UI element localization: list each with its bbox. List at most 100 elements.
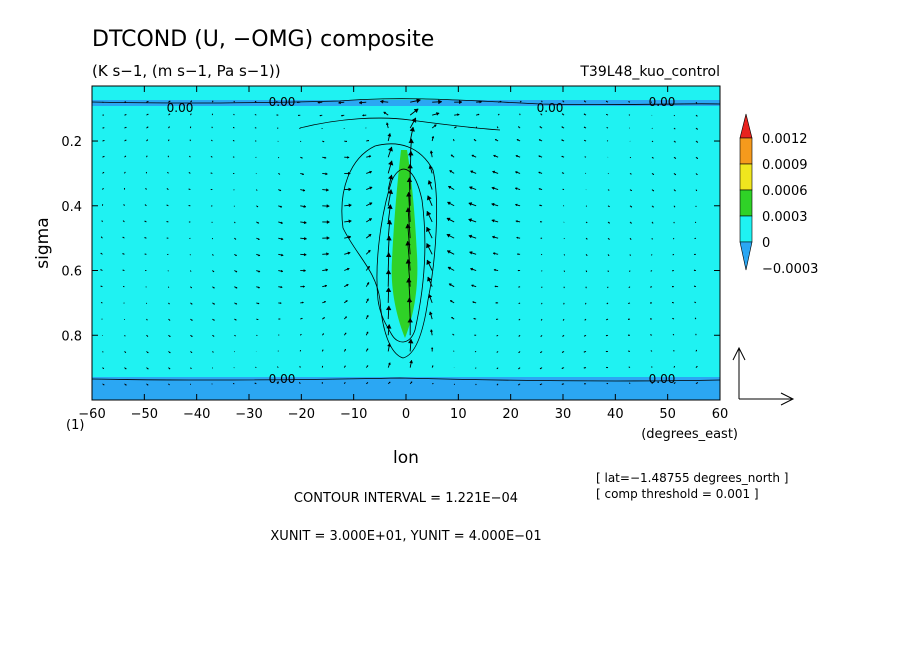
colorbar-segment <box>739 215 753 243</box>
wind-vector <box>607 237 610 240</box>
wind-vector <box>514 203 521 207</box>
wind-vector <box>168 126 170 129</box>
wind-vector <box>449 170 455 174</box>
wind-vector <box>470 267 477 271</box>
wind-vector <box>101 203 104 206</box>
wind-vector <box>168 334 171 338</box>
wind-vector <box>695 156 699 160</box>
wind-vector <box>584 318 587 321</box>
wind-vector <box>468 202 477 207</box>
wind-vector <box>211 221 213 223</box>
wind-vector <box>190 113 192 116</box>
wind-vector <box>650 270 653 272</box>
wind-vector <box>496 383 499 386</box>
wind-vector <box>256 221 260 224</box>
wind-vector <box>100 269 103 271</box>
wind-vector <box>516 236 521 239</box>
wind-vector <box>344 171 351 176</box>
wind-vector <box>540 237 543 239</box>
wind-vector <box>322 188 329 192</box>
wind-vector <box>562 318 565 321</box>
wind-vector <box>539 126 543 129</box>
wind-vector <box>322 301 327 304</box>
wind-vector <box>695 173 698 176</box>
wind-vector <box>629 205 633 208</box>
wind-vector <box>629 221 632 224</box>
wind-vector <box>695 140 699 143</box>
wind-vector <box>539 383 543 386</box>
wind-vector <box>322 268 329 272</box>
wind-vector <box>563 254 565 256</box>
wind-vector <box>607 270 609 273</box>
wind-vector <box>343 381 346 385</box>
wind-vector <box>584 156 587 158</box>
wind-vector <box>561 351 565 353</box>
x-tick-label: 0 <box>402 407 410 422</box>
wind-vector <box>583 351 587 353</box>
y-origin-label: (1) <box>66 418 84 433</box>
wind-vector <box>385 305 392 320</box>
wind-vector <box>695 189 698 192</box>
wind-vector <box>102 139 105 142</box>
wind-vector <box>496 126 499 129</box>
wind-vector <box>606 302 609 305</box>
wind-vector <box>671 301 675 304</box>
wind-vector <box>496 367 499 370</box>
wind-vector <box>473 317 477 320</box>
wind-vector <box>322 140 325 143</box>
wind-vector <box>189 126 192 129</box>
wind-vector <box>695 382 699 385</box>
wind-vector <box>211 100 214 103</box>
wind-vector <box>190 334 193 338</box>
wind-vector <box>472 301 477 304</box>
wind-vector <box>166 220 169 223</box>
wind-vector <box>606 127 609 129</box>
chart-subtitle: (K s−1, (m s−1, Pa s−1)) <box>92 62 281 80</box>
wind-vector <box>144 269 147 272</box>
wind-vector <box>319 114 323 117</box>
wind-vector <box>628 286 631 288</box>
wind-vector <box>210 188 213 191</box>
wind-vector <box>519 100 522 103</box>
wind-vector <box>300 269 307 273</box>
wind-vector <box>627 302 631 304</box>
wind-vector <box>234 318 237 321</box>
wind-vector <box>256 253 261 257</box>
wind-vector <box>585 205 588 207</box>
wind-vector <box>387 189 394 206</box>
wind-vector <box>122 253 125 255</box>
wind-vector <box>496 334 499 337</box>
wind-vector <box>650 350 653 352</box>
wind-vector <box>447 266 455 271</box>
wind-vector <box>234 334 236 337</box>
wind-vector <box>409 381 413 385</box>
wind-vector <box>322 236 330 240</box>
x-tick-label: 50 <box>659 407 676 422</box>
wind-vector <box>446 233 455 239</box>
wind-vector <box>190 351 193 354</box>
wind-vector <box>431 365 434 368</box>
wind-vector <box>651 173 655 176</box>
wind-vector <box>538 171 543 174</box>
wind-vector <box>278 205 283 208</box>
wind-vector <box>210 172 213 174</box>
wind-vector <box>385 269 392 287</box>
wind-vector <box>426 259 433 271</box>
wind-vector <box>541 302 543 305</box>
wind-vector <box>585 270 588 273</box>
wind-vector <box>693 253 696 256</box>
wind-vector <box>673 382 676 385</box>
wind-vector <box>475 367 477 369</box>
wind-vector <box>256 286 261 289</box>
wind-vector <box>300 236 307 241</box>
wind-vector <box>497 100 502 103</box>
wind-vector <box>651 205 654 208</box>
wind-vector <box>344 219 352 224</box>
wind-vector <box>447 201 455 207</box>
wind-vector <box>673 127 676 130</box>
wind-vector <box>540 334 543 337</box>
wind-vector <box>168 318 171 321</box>
wind-vector <box>649 302 652 304</box>
wind-vector <box>321 333 325 336</box>
wind-vector <box>607 205 610 208</box>
